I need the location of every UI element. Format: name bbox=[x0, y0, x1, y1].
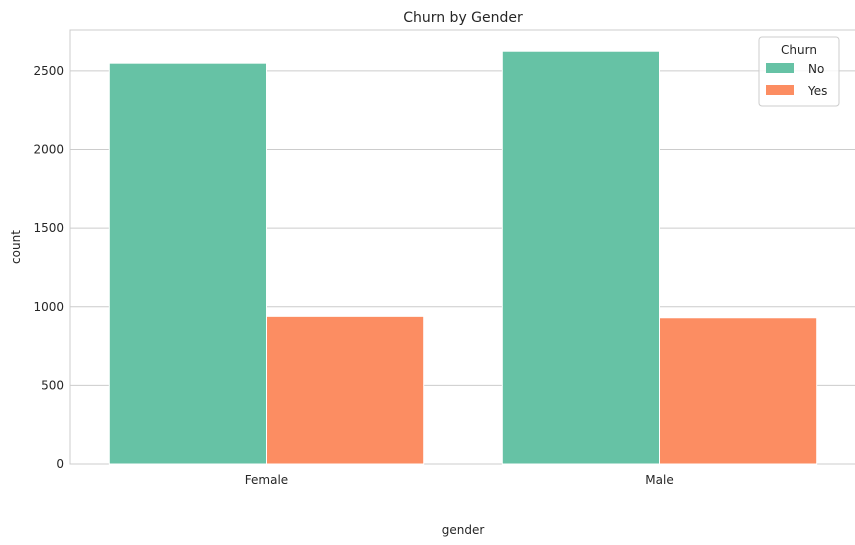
x-axis-ticks: Female Male bbox=[245, 473, 674, 487]
legend-swatch-no bbox=[766, 63, 794, 73]
y-tick-label: 500 bbox=[41, 378, 64, 392]
x-tick-label: Male bbox=[645, 473, 673, 487]
bar-female-yes bbox=[266, 315, 425, 465]
legend: Churn No Yes bbox=[758, 36, 840, 107]
x-tick-label: Female bbox=[245, 473, 288, 487]
y-axis-label: count bbox=[9, 230, 23, 264]
y-tick-label: 0 bbox=[56, 457, 64, 471]
y-tick-label: 1500 bbox=[33, 221, 64, 235]
chart-title: Churn by Gender bbox=[403, 10, 523, 26]
y-tick-label: 2500 bbox=[33, 64, 64, 78]
bars bbox=[108, 50, 818, 465]
bar-female-no bbox=[108, 62, 267, 465]
y-tick-label: 1000 bbox=[33, 300, 64, 314]
bar-male-yes bbox=[659, 317, 818, 465]
x-axis-label: gender bbox=[442, 523, 485, 537]
bar-male-no bbox=[501, 50, 660, 465]
legend-label: No bbox=[808, 62, 824, 76]
y-axis-ticks: 0 500 1000 1500 2000 2500 bbox=[33, 64, 64, 471]
legend-swatch-yes bbox=[766, 85, 794, 95]
legend-label: Yes bbox=[807, 84, 827, 98]
legend-title: Churn bbox=[781, 43, 817, 57]
y-tick-label: 2000 bbox=[33, 143, 64, 157]
